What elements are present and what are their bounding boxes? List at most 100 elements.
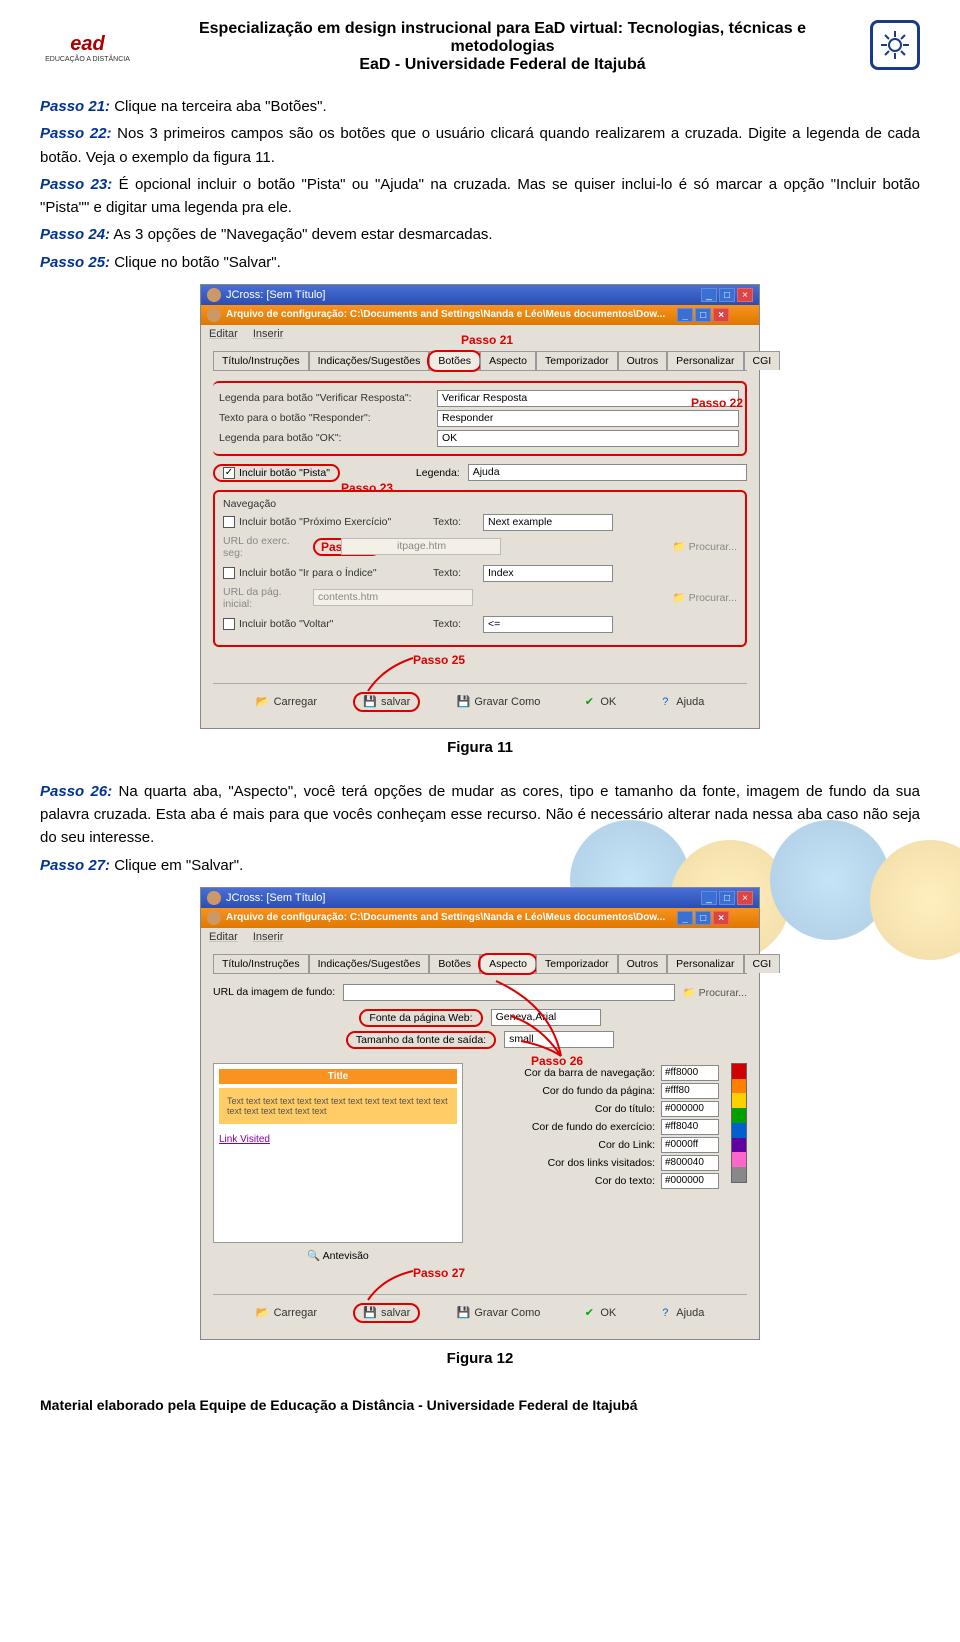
carregar-button[interactable]: 📂Carregar xyxy=(250,1303,323,1323)
maximize-icon[interactable]: □ xyxy=(719,891,735,905)
nav3-texto-input[interactable]: <= xyxy=(483,616,613,633)
color-field-input[interactable]: #000000 xyxy=(661,1173,719,1189)
tab-cgi[interactable]: CGI xyxy=(744,954,781,973)
gravar-como-button[interactable]: 💾Gravar Como xyxy=(450,1303,546,1323)
tab-titulo[interactable]: Título/Instruções xyxy=(213,954,309,973)
checkbox-icon[interactable] xyxy=(223,618,235,630)
menu-inserir[interactable]: Inserir xyxy=(253,931,284,943)
nav2-chk[interactable]: Incluir botão "Ir para o Índice" xyxy=(223,567,423,579)
gravar-como-button[interactable]: 💾Gravar Como xyxy=(450,692,546,712)
legenda-input[interactable]: Ajuda xyxy=(468,464,747,481)
menu-editar[interactable]: Editar xyxy=(209,931,238,943)
tab-aspecto[interactable]: Aspecto xyxy=(480,954,536,973)
ajuda-button[interactable]: ?Ajuda xyxy=(652,1303,710,1323)
procurar-btn[interactable]: 📁 Procurar... xyxy=(673,591,737,604)
tab-temporizador[interactable]: Temporizador xyxy=(536,954,618,973)
colour-swatch[interactable] xyxy=(732,1108,746,1123)
tab-personalizar[interactable]: Personalizar xyxy=(667,351,743,370)
screenshot-figura-11: JCross: [Sem Título] _□× Arquivo de conf… xyxy=(200,284,760,729)
fonte-web-label-wrap: Fonte da página Web: xyxy=(359,1009,482,1027)
url1-label: URL do exerc. seg: xyxy=(223,535,303,559)
para-27: Passo 27: Clique em "Salvar". xyxy=(40,854,920,877)
tab-botoes[interactable]: Botões xyxy=(429,351,480,370)
maximize-icon[interactable]: □ xyxy=(719,288,735,302)
checkbox-icon[interactable] xyxy=(223,516,235,528)
minimize-icon[interactable]: _ xyxy=(701,891,717,905)
logo-left-sub: EDUCAÇÃO A DISTÂNCIA xyxy=(45,56,130,63)
carregar-button[interactable]: 📂Carregar xyxy=(250,692,323,712)
colour-swatch[interactable] xyxy=(732,1167,746,1182)
colour-swatch[interactable] xyxy=(732,1152,746,1167)
tab-outros[interactable]: Outros xyxy=(618,954,668,973)
color-field-input[interactable]: #800040 xyxy=(661,1155,719,1171)
nav2-texto-input[interactable]: Index xyxy=(483,565,613,582)
salvar-button[interactable]: 💾salvar xyxy=(353,692,420,712)
nav2-label: Incluir botão "Ir para o Índice" xyxy=(239,567,377,579)
nav3-chk[interactable]: Incluir botão "Voltar" xyxy=(223,618,423,630)
color-field-input[interactable]: #000000 xyxy=(661,1101,719,1117)
tab-outros[interactable]: Outros xyxy=(618,351,668,370)
f2-input[interactable]: Responder xyxy=(437,410,739,427)
color-field-input[interactable]: #0000ff xyxy=(661,1137,719,1153)
color-field-input[interactable]: #fff80 xyxy=(661,1083,719,1099)
menu-editar[interactable]: Editar xyxy=(209,328,238,340)
procurar-btn[interactable]: 📁 Procurar... xyxy=(683,986,747,999)
ok-button[interactable]: ✔OK xyxy=(576,1303,622,1323)
color-field-row: Cor do Link:#0000ff xyxy=(475,1137,719,1153)
folder-icon: 📂 xyxy=(256,695,270,709)
minimize-icon[interactable]: _ xyxy=(677,308,693,322)
menu-inserir[interactable]: Inserir xyxy=(253,328,284,340)
minimize-icon[interactable]: _ xyxy=(677,911,693,925)
close-icon[interactable]: × xyxy=(737,288,753,302)
tab-indicacoes[interactable]: Indicações/Sugestões xyxy=(309,351,430,370)
color-field-row: Cor do fundo da página:#fff80 xyxy=(475,1083,719,1099)
procurar-btn[interactable]: 📁 Procurar... xyxy=(673,540,737,553)
texto-label: Texto: xyxy=(433,567,473,579)
antevisao-btn[interactable]: 🔍 Antevisão xyxy=(213,1249,463,1262)
colour-swatch[interactable] xyxy=(732,1138,746,1153)
close-icon[interactable]: × xyxy=(713,911,729,925)
tab-aspecto[interactable]: Aspecto xyxy=(480,351,536,370)
tab-botoes[interactable]: Botões xyxy=(429,954,480,973)
color-field-input[interactable]: #ff8040 xyxy=(661,1119,719,1135)
url2-input[interactable]: contents.htm xyxy=(313,589,473,606)
checkbox-icon[interactable] xyxy=(223,467,235,479)
passo24-text: As 3 opções de "Navegação" devem estar d… xyxy=(110,226,493,243)
nav1-texto-input[interactable]: Next example xyxy=(483,514,613,531)
passo25-label: Passo 25: xyxy=(40,254,110,271)
salvar-button[interactable]: 💾salvar xyxy=(353,1303,420,1323)
ss2-titlebar: JCross: [Sem Título] _□× xyxy=(201,888,759,908)
chk-pista-wrap[interactable]: Incluir botão "Pista" xyxy=(213,464,340,482)
tab-personalizar[interactable]: Personalizar xyxy=(667,954,743,973)
window-buttons: _□× xyxy=(699,891,753,905)
f3-input[interactable]: OK xyxy=(437,430,739,447)
checkbox-icon[interactable] xyxy=(223,567,235,579)
anno-passo22: Passo 22 xyxy=(691,396,743,410)
tab-cgi[interactable]: CGI xyxy=(744,351,781,370)
url1-input[interactable]: itpage.htm xyxy=(341,538,501,555)
close-icon[interactable]: × xyxy=(737,891,753,905)
color-field-input[interactable]: #ff8000 xyxy=(661,1065,719,1081)
ajuda-button[interactable]: ?Ajuda xyxy=(652,692,710,712)
colour-swatch[interactable] xyxy=(732,1123,746,1138)
tab-titulo[interactable]: Título/Instruções xyxy=(213,351,309,370)
colour-swatch[interactable] xyxy=(732,1079,746,1094)
maximize-icon[interactable]: □ xyxy=(695,308,711,322)
tab-indicacoes[interactable]: Indicações/Sugestões xyxy=(309,954,430,973)
minimize-icon[interactable]: _ xyxy=(701,288,717,302)
colour-swatch[interactable] xyxy=(732,1064,746,1079)
nav1-chk[interactable]: Incluir botão "Próximo Exercício" xyxy=(223,516,423,528)
preview-box: Title Text text text text text text text… xyxy=(213,1063,463,1243)
colours-strip[interactable] xyxy=(731,1063,747,1183)
logo-right xyxy=(870,20,920,70)
tab-temporizador[interactable]: Temporizador xyxy=(536,351,618,370)
color-field-row: Cor da barra de navegação:#ff8000 xyxy=(475,1065,719,1081)
close-icon[interactable]: × xyxy=(713,308,729,322)
ok-button[interactable]: ✔OK xyxy=(576,692,622,712)
para-26: Passo 26: Na quarta aba, "Aspecto", você… xyxy=(40,780,920,850)
ss2-subbar: Arquivo de configuração: C:\Documents an… xyxy=(201,908,759,928)
ss1-title: JCross: [Sem Título] xyxy=(226,289,325,301)
maximize-icon[interactable]: □ xyxy=(695,911,711,925)
window-buttons: _□× xyxy=(675,911,729,925)
colour-swatch[interactable] xyxy=(732,1093,746,1108)
